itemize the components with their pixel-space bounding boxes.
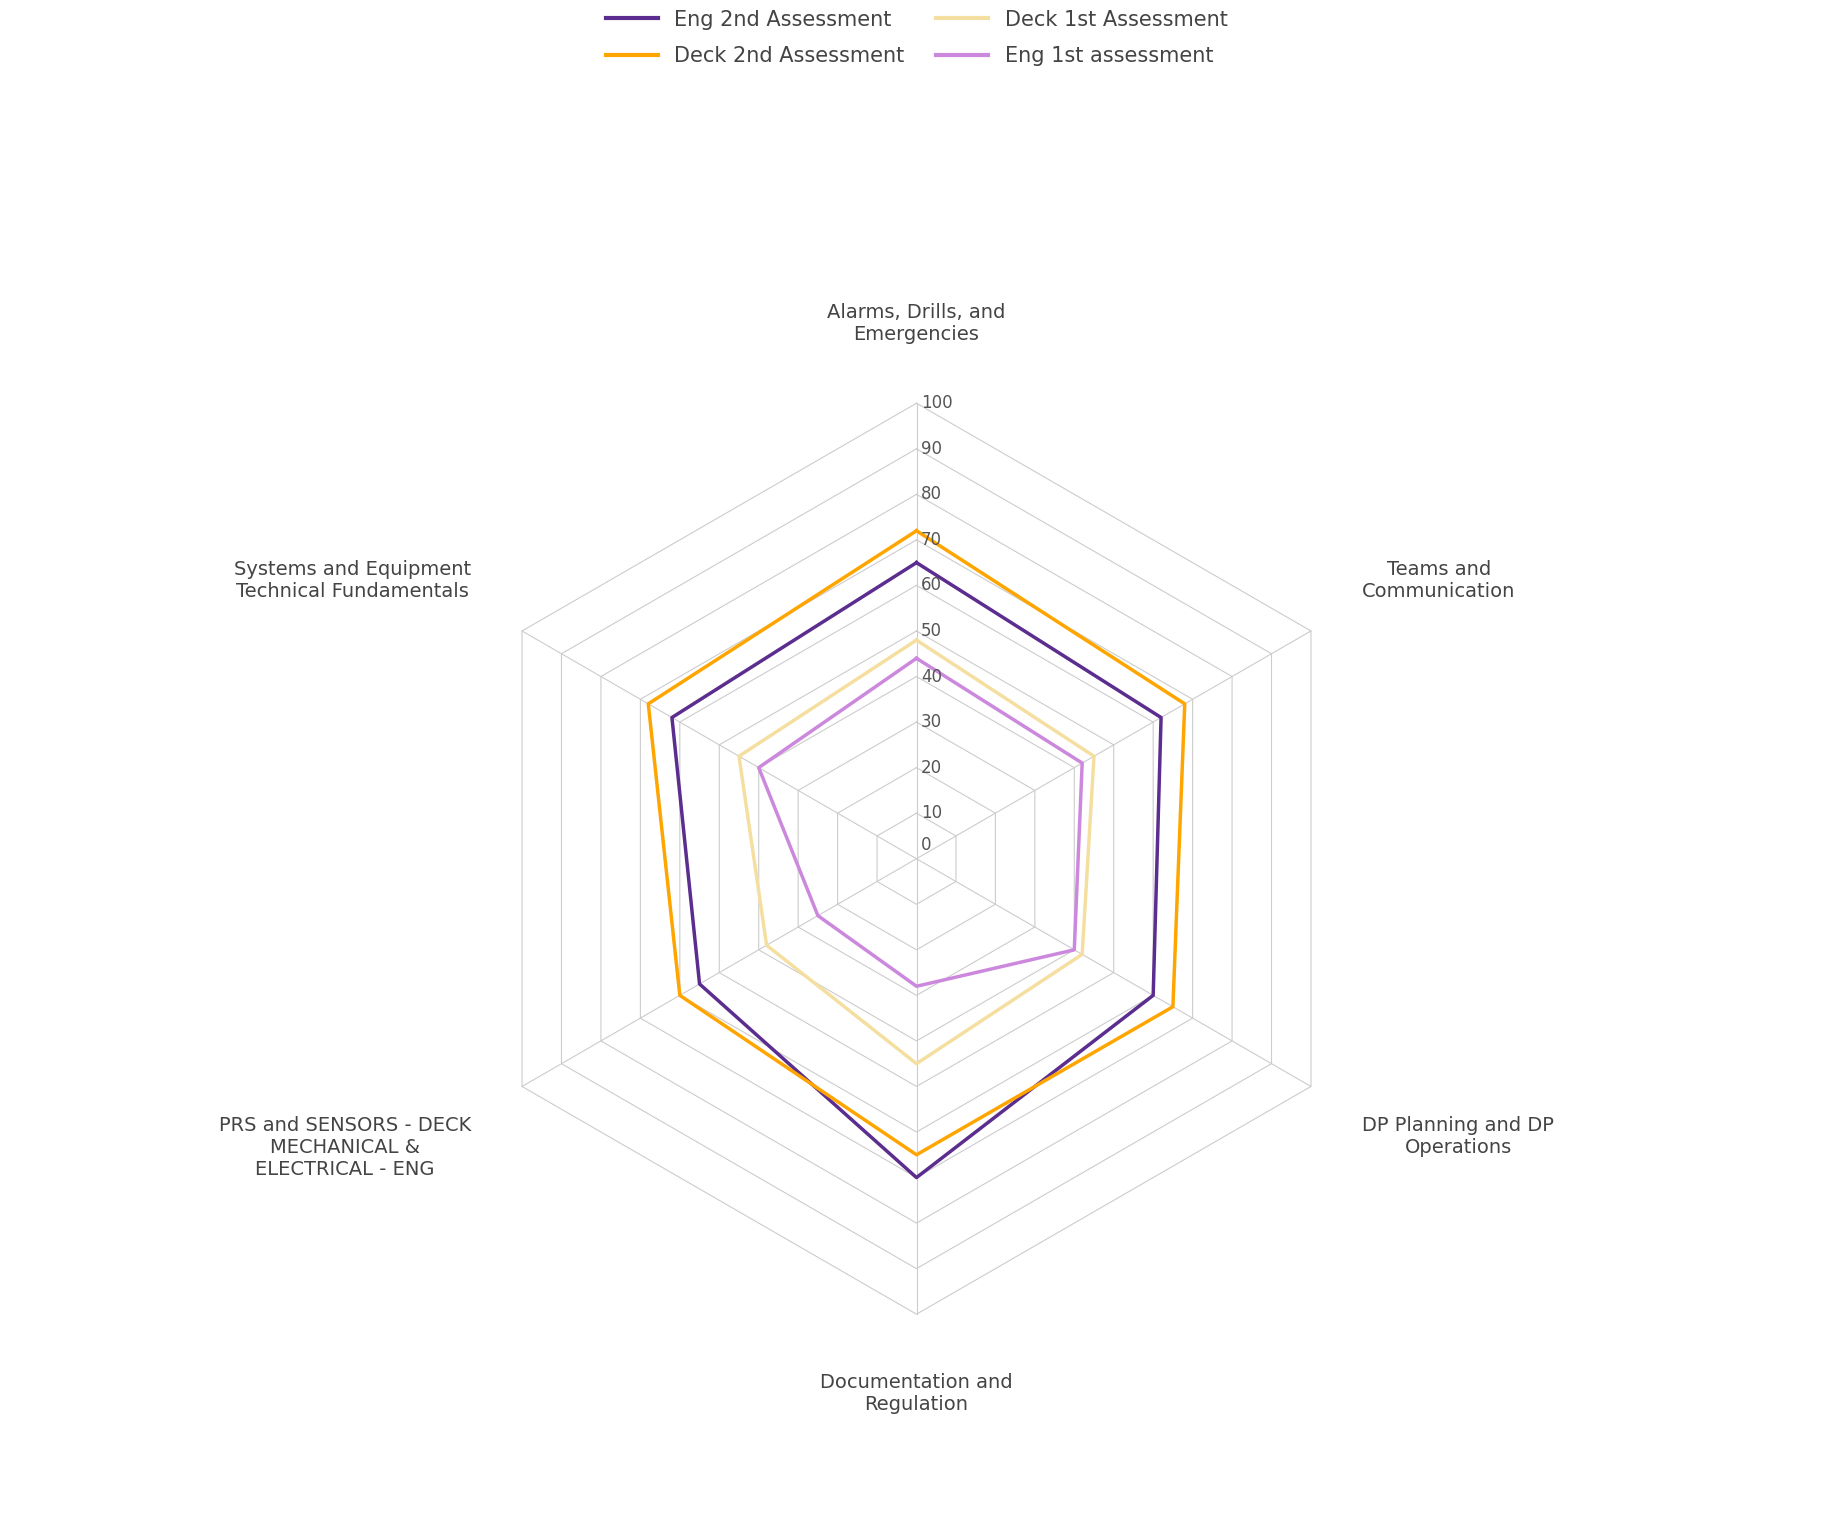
Text: 20: 20 — [920, 759, 942, 776]
Text: Systems and Equipment
Technical Fundamentals: Systems and Equipment Technical Fundamen… — [233, 561, 471, 601]
Text: 90: 90 — [920, 440, 942, 457]
Text: 0: 0 — [920, 836, 931, 855]
Text: 60: 60 — [920, 576, 942, 594]
Text: 50: 50 — [920, 622, 942, 641]
Text: 30: 30 — [920, 713, 942, 731]
Text: 100: 100 — [920, 394, 953, 413]
Text: 80: 80 — [920, 485, 942, 504]
Text: 70: 70 — [920, 531, 942, 548]
Text: Teams and
Communication: Teams and Communication — [1361, 561, 1515, 601]
Text: Documentation and
Regulation: Documentation and Regulation — [819, 1374, 1013, 1414]
Text: PRS and SENSORS - DECK
MECHANICAL &
ELECTRICAL - ENG: PRS and SENSORS - DECK MECHANICAL & ELEC… — [218, 1116, 471, 1180]
Text: Alarms, Drills, and
Emergencies: Alarms, Drills, and Emergencies — [826, 303, 1006, 343]
Text: 10: 10 — [920, 804, 942, 822]
Legend: Eng 2nd Assessment, Deck 2nd Assessment, Deck 1st Assessment, Eng 1st assessment: Eng 2nd Assessment, Deck 2nd Assessment,… — [595, 0, 1237, 77]
Text: DP Planning and DP
Operations: DP Planning and DP Operations — [1361, 1116, 1554, 1157]
Text: 40: 40 — [920, 667, 942, 685]
